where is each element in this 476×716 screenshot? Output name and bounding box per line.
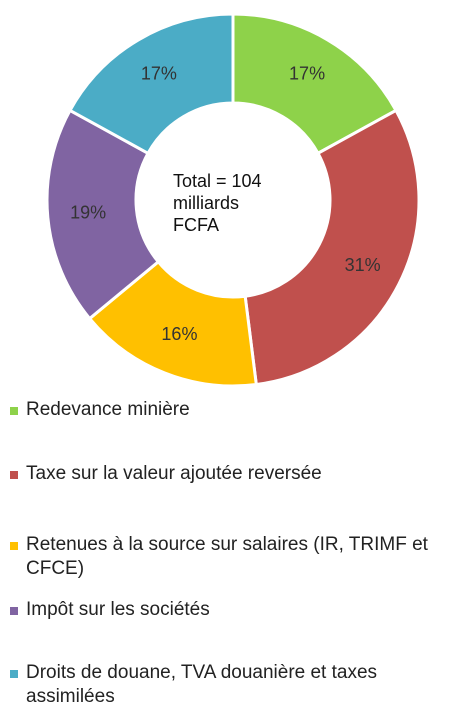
- slice: [231, 12, 399, 156]
- slice-label: 17%: [289, 64, 325, 84]
- legend-label: Impôt sur les sociétés: [26, 599, 210, 620]
- slice: [87, 259, 258, 388]
- slice: [243, 108, 421, 387]
- legend-label: Taxe sur la valeur ajoutée reversée: [26, 463, 322, 484]
- slice-label: 19%: [70, 202, 106, 222]
- legend-label: Redevance minière: [26, 399, 190, 420]
- slice: [45, 108, 161, 321]
- legend-label: Retenues à la source sur salaires (IR, T…: [26, 534, 428, 579]
- legend-item: Droits de douane, TVA douanière et taxes…: [10, 661, 465, 709]
- slice-label: 16%: [161, 324, 197, 344]
- legend-label: Droits de douane, TVA douanière et taxes…: [26, 662, 378, 707]
- slice: [67, 12, 235, 156]
- legend-item: Retenues à la source sur salaires (IR, T…: [10, 533, 465, 581]
- slice-label: 17%: [141, 64, 177, 84]
- legend-item: Impôt sur les sociétés: [10, 598, 465, 622]
- legend-item: Redevance minière: [10, 398, 465, 422]
- legend-swatch: [10, 670, 18, 678]
- center-text: Total = 104: [173, 171, 262, 191]
- center-text: FCFA: [173, 215, 219, 235]
- legend-swatch: [10, 471, 18, 479]
- legend-swatch: [10, 607, 18, 615]
- legend-swatch: [10, 542, 18, 550]
- center-text: milliards: [173, 193, 239, 213]
- slice-label: 31%: [345, 255, 381, 275]
- legend-swatch: [10, 407, 18, 415]
- legend-item: Taxe sur la valeur ajoutée reversée: [10, 462, 465, 486]
